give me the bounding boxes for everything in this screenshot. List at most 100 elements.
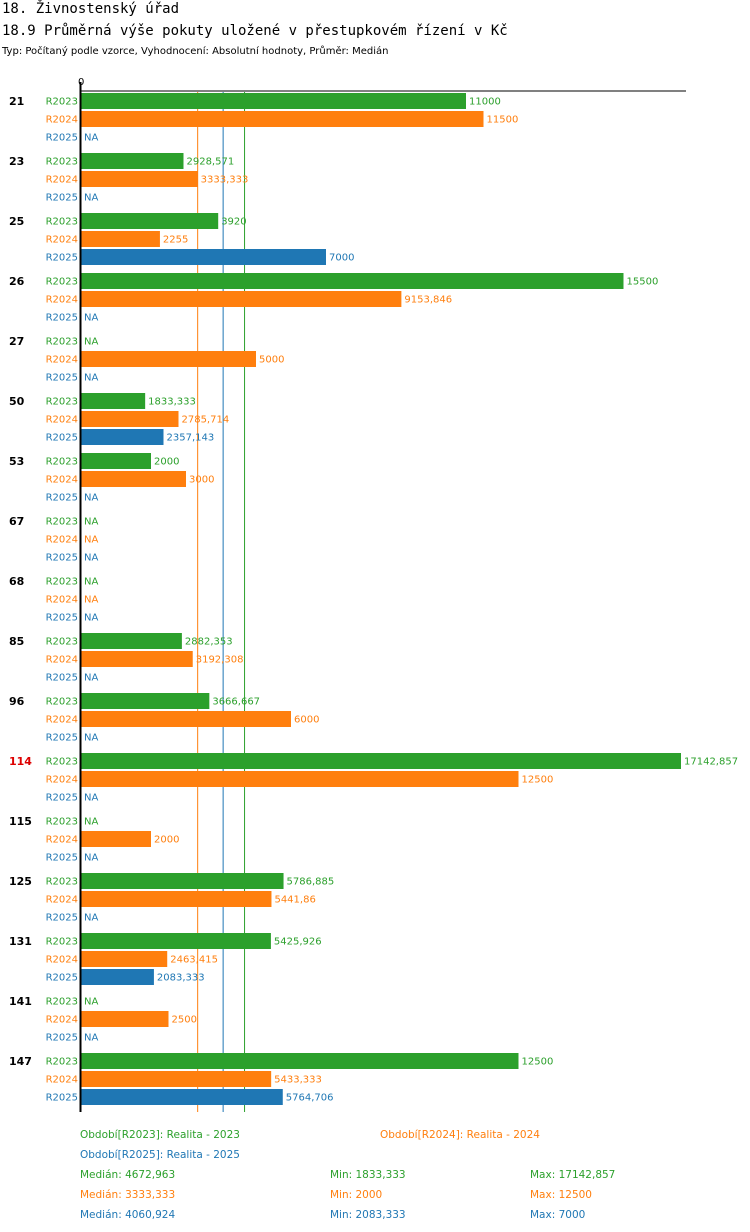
legend: Období[R2023]: Realita - 2023 Období[R202…: [80, 1129, 615, 1221]
value-label: 15500: [627, 277, 659, 288]
category-label: 85: [9, 635, 24, 648]
bar-r2023-25: [81, 213, 219, 229]
na-label: NA: [84, 577, 98, 588]
bar-r2024-25: [81, 231, 160, 247]
category-label: 141: [9, 995, 32, 1008]
series-label-r2024: R2024: [46, 595, 78, 606]
bar-r2023-21: [81, 93, 466, 109]
bar-r2023-85: [81, 633, 182, 649]
value-label: 3192,308: [196, 655, 244, 666]
na-label: NA: [84, 733, 98, 744]
bar-r2024-114: [81, 771, 519, 787]
chart-title: 18.9 Průměrná výše pokuty uložené v přes…: [2, 23, 508, 39]
series-label-r2024: R2024: [46, 475, 78, 486]
max-stat-r2023: Max: 17142,857: [530, 1169, 615, 1181]
series-label-r2024: R2024: [46, 955, 78, 966]
value-label: 1833,333: [148, 397, 196, 408]
na-label: NA: [84, 997, 98, 1008]
series-label-r2024: R2024: [46, 295, 78, 306]
legend-entry-r2023: Období[R2023]: Realita - 2023: [80, 1129, 240, 1141]
category-label: 147: [9, 1055, 32, 1068]
category-label: 21: [9, 95, 24, 108]
value-label: 2882,353: [185, 637, 233, 648]
value-label: 2785,714: [181, 415, 229, 426]
value-label: 3920: [221, 217, 246, 228]
bar-r2023-131: [81, 933, 271, 949]
na-label: NA: [84, 337, 98, 348]
series-label-r2025: R2025: [46, 193, 78, 204]
category-label: 27: [9, 335, 24, 348]
bar-r2024-131: [81, 951, 168, 967]
bar-r2023-96: [81, 693, 210, 709]
bar-r2023-53: [81, 453, 151, 469]
value-label: 5441,86: [274, 895, 315, 906]
series-label-r2025: R2025: [46, 1093, 78, 1104]
value-label: 2357,143: [167, 433, 215, 444]
value-label: 3000: [189, 475, 214, 486]
category-label: 115: [9, 815, 32, 828]
series-label-r2023: R2023: [46, 457, 78, 468]
series-label-r2025: R2025: [46, 853, 78, 864]
value-label: 11000: [469, 97, 501, 108]
series-label-r2023: R2023: [46, 877, 78, 888]
series-label-r2025: R2025: [46, 913, 78, 924]
na-label: NA: [84, 493, 98, 504]
na-label: NA: [84, 193, 98, 204]
bar-r2023-26: [81, 273, 624, 289]
series-label-r2024: R2024: [46, 415, 78, 426]
bar-r2024-115: [81, 831, 151, 847]
na-label: NA: [84, 313, 98, 324]
series-label-r2025: R2025: [46, 133, 78, 144]
chart-subtitle: Typ: Počítaný podle vzorce, Vyhodnocení:…: [1, 45, 388, 57]
series-label-r2024: R2024: [46, 235, 78, 246]
series-label-r2024: R2024: [46, 1075, 78, 1086]
value-label: 2000: [154, 457, 179, 468]
bar-r2024-125: [81, 891, 272, 907]
bar-r2023-114: [81, 753, 681, 769]
na-label: NA: [84, 133, 98, 144]
series-label-r2024: R2024: [46, 715, 78, 726]
value-label: 5786,885: [287, 877, 335, 888]
category-label: 125: [9, 875, 32, 888]
na-label: NA: [84, 553, 98, 564]
series-label-r2024: R2024: [46, 895, 78, 906]
series-label-r2025: R2025: [46, 793, 78, 804]
legend-entry-r2025: Období[R2025]: Realita - 2025: [80, 1149, 240, 1161]
value-label: 2928,571: [186, 157, 234, 168]
series-label-r2023: R2023: [46, 97, 78, 108]
category-label: 68: [9, 575, 24, 588]
series-label-r2025: R2025: [46, 1033, 78, 1044]
na-label: NA: [84, 595, 98, 606]
bar-r2023-50: [81, 393, 146, 409]
category-label: 50: [9, 395, 25, 408]
bar-r2024-23: [81, 171, 198, 187]
bar-r2023-125: [81, 873, 284, 889]
value-label: 3333,333: [201, 175, 249, 186]
value-label: 5764,706: [286, 1093, 334, 1104]
category-label: 96: [9, 695, 25, 708]
series-label-r2024: R2024: [46, 1015, 78, 1026]
series-label-r2024: R2024: [46, 775, 78, 786]
value-label: 5425,926: [274, 937, 322, 948]
series-label-r2025: R2025: [46, 613, 78, 624]
series-label-r2023: R2023: [46, 517, 78, 528]
min-stat-r2023: Min: 1833,333: [330, 1169, 406, 1181]
bar-r2024-141: [81, 1011, 169, 1027]
na-label: NA: [84, 817, 98, 828]
category-label: 23: [9, 155, 24, 168]
series-label-r2023: R2023: [46, 1057, 78, 1068]
series-label-r2024: R2024: [46, 655, 78, 666]
series-label-r2025: R2025: [46, 553, 78, 564]
median-stat-r2023: Medián: 4672,963: [80, 1169, 175, 1181]
value-label: 12500: [522, 1057, 554, 1068]
value-label: 11500: [487, 115, 519, 126]
bar-r2024-50: [81, 411, 179, 427]
min-stat-r2024: Min: 2000: [330, 1189, 382, 1201]
na-label: NA: [84, 673, 98, 684]
series-label-r2025: R2025: [46, 313, 78, 324]
series-label-r2024: R2024: [46, 835, 78, 846]
series-label-r2025: R2025: [46, 673, 78, 684]
value-label: 2083,333: [157, 973, 205, 984]
bar-r2024-27: [81, 351, 256, 367]
